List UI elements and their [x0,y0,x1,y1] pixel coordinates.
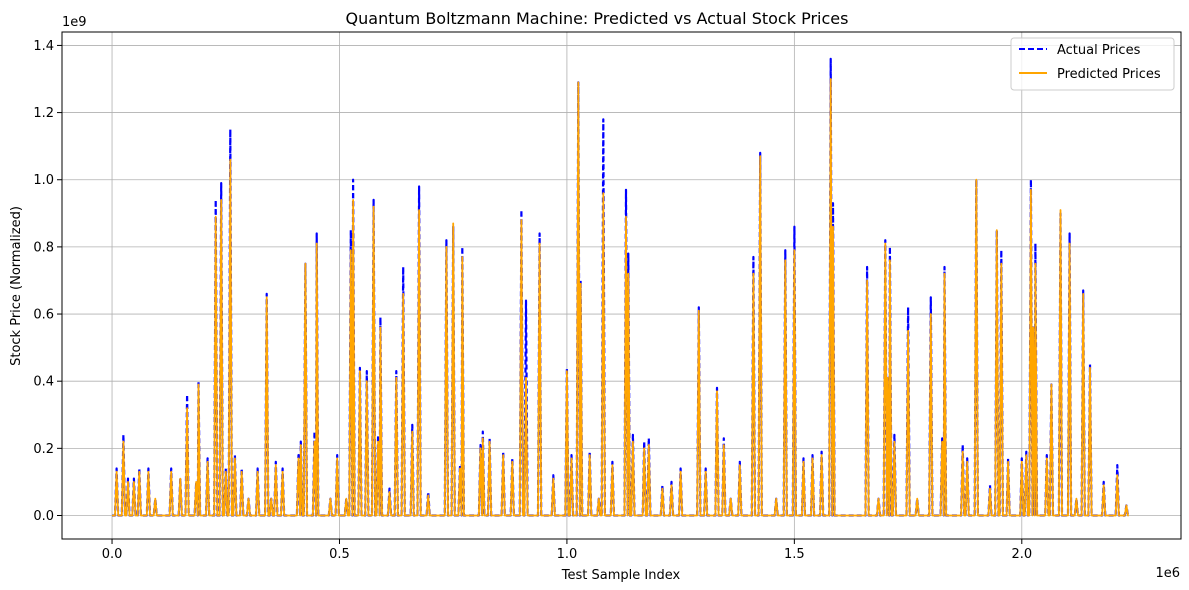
x-tick-label: 0.5 [329,547,350,562]
y-axis-offset-text: 1e9 [62,15,87,30]
x-axis-offset-text: 1e6 [1155,566,1180,581]
predicted-prices-line [112,78,1129,517]
x-tick-label: 2.0 [1011,547,1032,562]
y-tick-label: 0.8 [33,240,54,255]
legend-actual-label: Actual Prices [1057,43,1141,58]
y-tick-label: 0.6 [33,308,54,323]
x-tick-label: 1.5 [784,547,805,562]
x-axis-ticks: 0.0 0.5 1.0 1.5 2.0 [102,539,1032,562]
y-tick-label: 0.2 [33,442,54,457]
x-axis-label: Test Sample Index [561,568,681,583]
y-tick-label: 1.4 [33,39,54,54]
legend-predicted-label: Predicted Prices [1057,67,1161,82]
y-tick-label: 0.0 [33,509,54,524]
y-axis-label: Stock Price (Normalized) [9,206,24,366]
y-axis-ticks: 0.0 0.2 0.4 0.6 0.8 1.0 1.2 1.4 [33,39,62,524]
legend: Actual Prices Predicted Prices [1010,37,1175,91]
legend-box [1010,37,1175,91]
chart-title: Quantum Boltzmann Machine: Predicted vs … [346,9,849,28]
y-tick-label: 1.2 [33,106,54,121]
plot-frame [61,31,1182,540]
x-tick-label: 0.0 [102,547,123,562]
y-tick-label: 0.4 [33,375,54,390]
series-predicted-prices [112,78,1129,517]
x-tick-label: 1.0 [557,547,578,562]
y-tick-label: 1.0 [33,173,54,188]
